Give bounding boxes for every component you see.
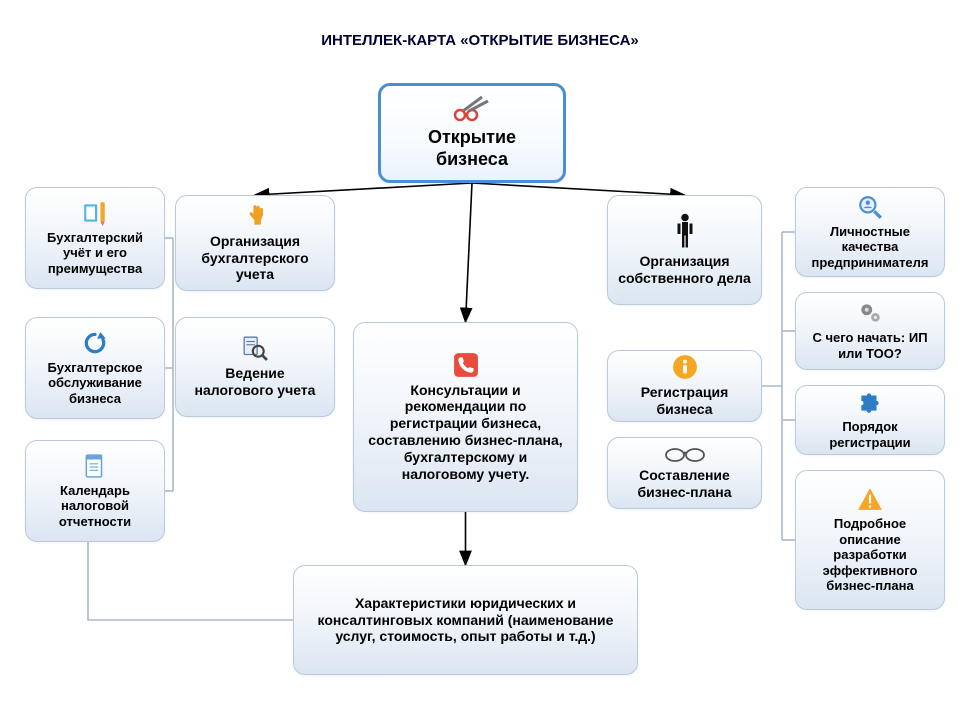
- person-icon: [675, 213, 695, 249]
- node-tax_accounting: Ведение налогового учета: [175, 317, 335, 417]
- node-label: Открытие бизнеса: [391, 127, 553, 170]
- node-label: Консультации и рекомендации по регистрац…: [364, 382, 567, 483]
- gears-icon: [857, 300, 883, 326]
- node-registration: Регистрация бизнеса: [607, 350, 762, 422]
- node-accounting_org: Организация бухгалтерского учета: [175, 195, 335, 291]
- magnifier-person-icon: [857, 194, 883, 220]
- refresh-icon: [82, 330, 108, 356]
- node-companies: Характеристики юридических и консалтинго…: [293, 565, 638, 675]
- puzzle-icon: [857, 389, 883, 415]
- node-right2: С чего начать: ИП или ТОО?: [795, 292, 945, 370]
- node-left3: Календарь налоговой отчетности: [25, 440, 165, 542]
- node-label: Порядок регистрации: [806, 419, 934, 450]
- warning-icon: [857, 486, 883, 512]
- node-label: Характеристики юридических и консалтинго…: [304, 595, 627, 645]
- node-right3: Порядок регистрации: [795, 385, 945, 455]
- node-label: Личностные качества предпринимателя: [806, 224, 934, 271]
- glasses-icon: [663, 445, 707, 463]
- node-root: Открытие бизнеса: [378, 83, 566, 183]
- node-label: Составление бизнес-плана: [618, 467, 751, 501]
- phone-icon: [453, 352, 479, 378]
- doc-icon: [82, 453, 108, 479]
- node-label: Регистрация бизнеса: [618, 384, 751, 418]
- node-own_business: Организация собственного дела: [607, 195, 762, 305]
- node-business_plan: Составление бизнес-плана: [607, 437, 762, 509]
- node-consulting: Консультации и рекомендации по регистрац…: [353, 322, 578, 512]
- node-left2: Бухгалтерское обслуживание бизнеса: [25, 317, 165, 419]
- node-label: Организация бухгалтерского учета: [186, 233, 324, 283]
- diagram-title: ИНТЕЛЛЕК-КАРТА «ОТКРЫТИЕ БИЗНЕСА»: [0, 32, 960, 49]
- node-label: С чего начать: ИП или ТОО?: [806, 330, 934, 361]
- node-label: Организация собственного дела: [618, 253, 751, 287]
- node-label: Ведение налогового учета: [186, 365, 324, 399]
- node-label: Бухгалтерское обслуживание бизнеса: [36, 360, 154, 407]
- node-label: Бухгалтерский учёт и его преимущества: [36, 230, 154, 277]
- node-label: Календарь налоговой отчетности: [36, 483, 154, 530]
- node-label: Подробное описание разработки эффективно…: [806, 516, 934, 594]
- info-icon: [672, 354, 698, 380]
- node-right4: Подробное описание разработки эффективно…: [795, 470, 945, 610]
- book-pencil-icon: [82, 200, 108, 226]
- node-right1: Личностные качества предпринимателя: [795, 187, 945, 277]
- magnifier-doc-icon: [242, 335, 268, 361]
- mindmap-canvas: ИНТЕЛЛЕК-КАРТА «ОТКРЫТИЕ БИЗНЕСА» Открыт…: [0, 0, 960, 720]
- hand-icon: [242, 203, 268, 229]
- scissors-icon: [452, 95, 492, 123]
- node-left1: Бухгалтерский учёт и его преимущества: [25, 187, 165, 289]
